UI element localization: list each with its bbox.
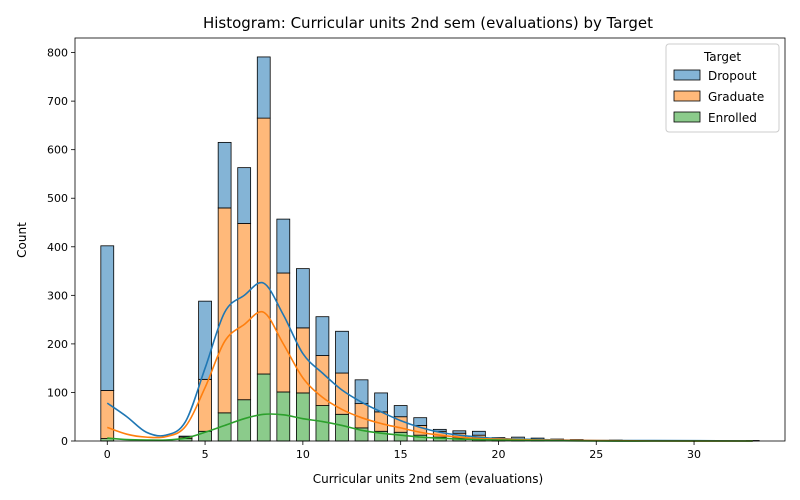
bar-enrolled [393, 431, 408, 442]
y-tick-label: 200 [47, 338, 68, 351]
plot-frame [74, 37, 786, 442]
x-tick-label: 30 [687, 448, 701, 461]
bar-dropout [256, 56, 271, 119]
legend-label-graduate: Graduate [708, 90, 764, 104]
bar-graduate [100, 390, 115, 439]
bar-enrolled [256, 373, 271, 442]
bar-dropout [472, 430, 486, 436]
legend-label-enrolled: Enrolled [708, 111, 757, 125]
legend-swatch-graduate [673, 90, 701, 102]
x-tick-label: 10 [296, 448, 310, 461]
y-axis: 0 100 200 300 400 500 600 700 800 [47, 47, 75, 448]
legend-swatch-dropout [673, 69, 701, 81]
bar-enrolled [335, 413, 349, 442]
bar-enrolled [315, 405, 330, 442]
y-tick-label: 0 [61, 435, 68, 448]
legend-label-dropout: Dropout [708, 69, 757, 83]
x-tick-label: 25 [589, 448, 603, 461]
bar-enrolled [276, 391, 291, 442]
y-tick-label: 400 [47, 241, 68, 254]
chart-title: Histogram: Curricular units 2nd sem (eva… [203, 14, 653, 32]
x-tick-label: 20 [491, 448, 505, 461]
y-tick-label: 300 [47, 289, 68, 302]
x-axis-label: Curricular units 2nd sem (evaluations) [313, 472, 543, 486]
legend: Target Dropout Graduate Enrolled [665, 43, 780, 133]
x-tick-label: 15 [394, 448, 408, 461]
x-axis: 0 5 10 15 20 25 30 [104, 441, 701, 461]
legend-frame [665, 43, 780, 133]
bar-dropout [335, 330, 349, 374]
bar-dropout [315, 316, 330, 356]
bar-dropout [296, 268, 310, 329]
bar-graduate [237, 223, 252, 401]
x-tick-label: 0 [104, 448, 111, 461]
bar-dropout [413, 417, 428, 426]
y-tick-label: 100 [47, 386, 68, 399]
y-tick-label: 600 [47, 144, 68, 157]
bar-dropout [354, 379, 369, 405]
bar-dropout [217, 141, 232, 209]
legend-title: Target [703, 50, 741, 64]
bar-dropout [393, 405, 408, 418]
kde-layer [106, 281, 753, 442]
y-tick-label: 800 [47, 47, 68, 60]
y-axis-label: Count [15, 222, 29, 258]
bar-dropout [100, 245, 115, 391]
bar-dropout [452, 430, 467, 434]
legend-swatch-enrolled [673, 111, 701, 123]
bar-dropout [276, 218, 291, 274]
bar-graduate [217, 207, 232, 414]
bar-graduate [276, 272, 291, 393]
bar-graduate [256, 117, 271, 375]
kde-line-graduate [107, 310, 753, 442]
x-tick-label: 5 [202, 448, 209, 461]
kde-line-enrolled [107, 413, 753, 442]
y-tick-label: 500 [47, 192, 68, 205]
y-tick-label: 700 [47, 95, 68, 108]
bar-dropout [237, 167, 252, 224]
